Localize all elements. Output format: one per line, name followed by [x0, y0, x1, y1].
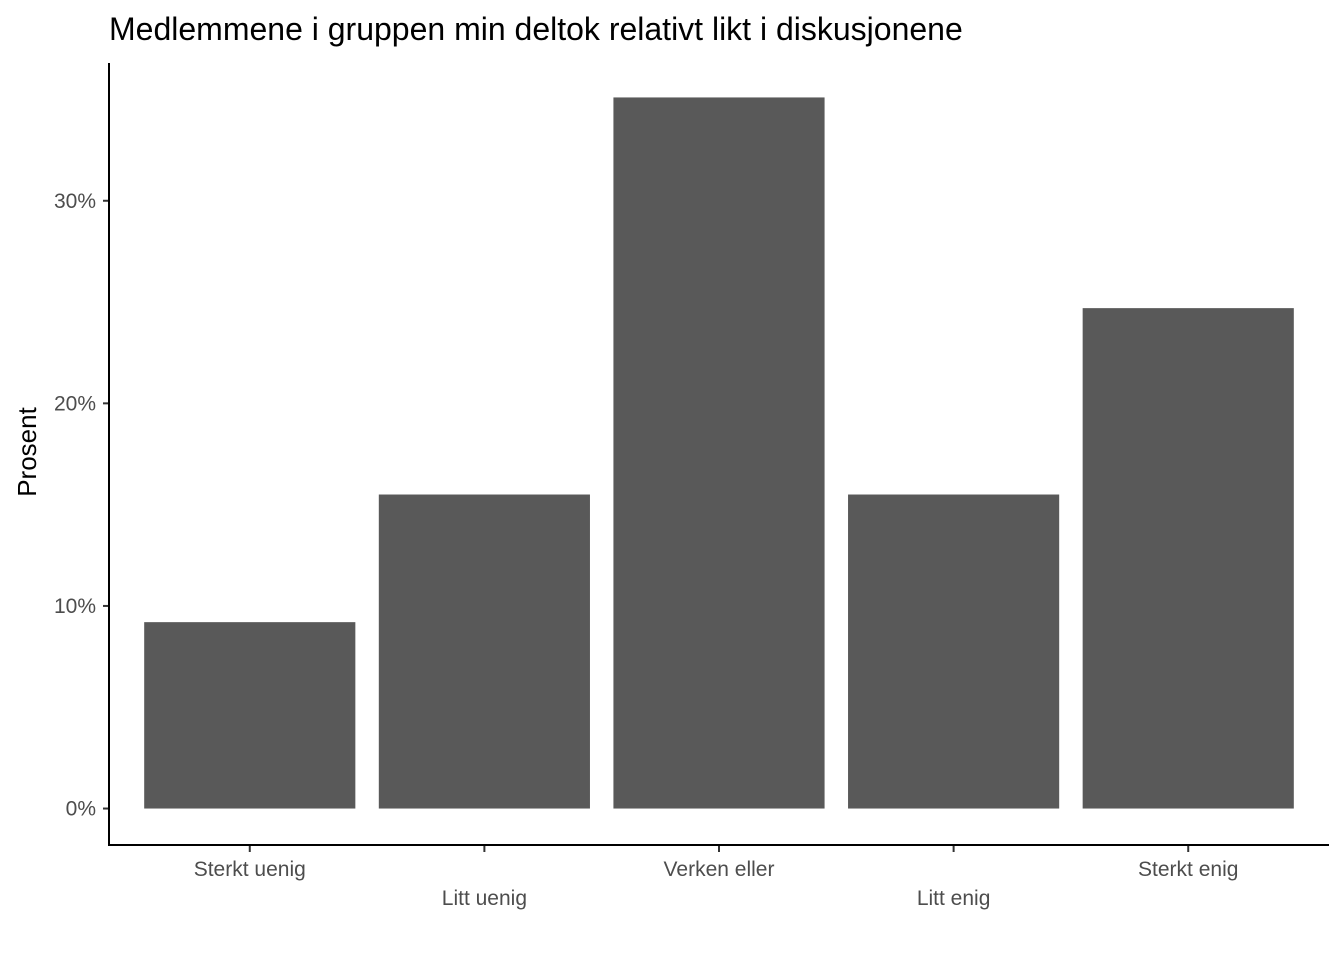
y-axis-label: Prosent	[12, 406, 42, 496]
y-tick-label: 0%	[66, 798, 96, 821]
y-tick-label: 30%	[54, 190, 96, 213]
y-tick-label: 10%	[54, 595, 96, 618]
y-axis-ticks: 0% 10% 20% 30%	[54, 190, 109, 821]
x-tick-label: Verken eller	[664, 858, 775, 881]
y-tick-label: 20%	[54, 392, 96, 415]
x-tick-label: Sterkt enig	[1138, 858, 1238, 881]
x-tick-label: Sterkt uenig	[194, 858, 306, 881]
x-tick-label: Litt enig	[917, 887, 991, 910]
bars	[144, 97, 1294, 809]
x-axis-ticks: Sterkt uenig Litt uenig Verken eller Litt e…	[194, 845, 1238, 910]
bar-4	[848, 494, 1060, 809]
bar-2	[378, 494, 590, 809]
bar-1	[144, 622, 356, 809]
bar-3	[613, 97, 825, 809]
bar-5	[1082, 308, 1294, 809]
x-tick-label: Litt uenig	[442, 887, 527, 910]
chart-title: Medlemmene i gruppen min deltok relativt…	[109, 11, 963, 47]
